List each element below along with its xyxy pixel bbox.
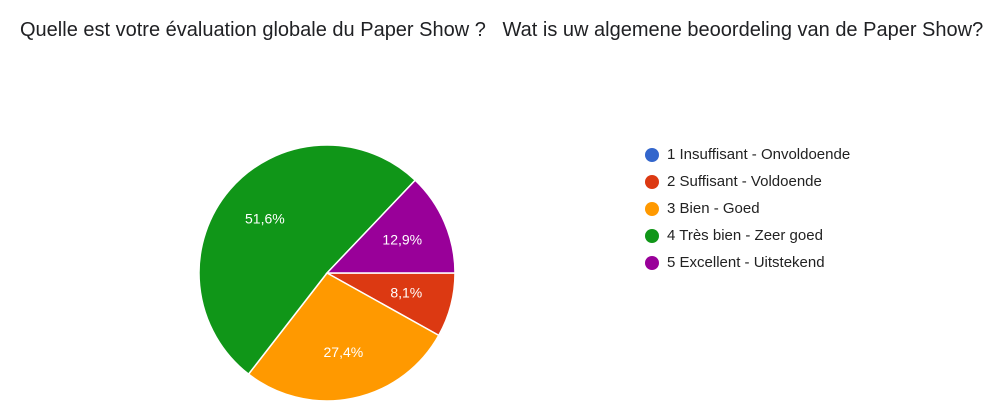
legend-label: 3 Bien - Goed (667, 200, 760, 217)
legend-swatch (645, 202, 659, 216)
slice-label: 27,4% (324, 344, 364, 360)
slice-label: 8,1% (390, 284, 422, 300)
legend-label: 1 Insuffisant - Onvoldoende (667, 146, 850, 163)
legend-swatch (645, 229, 659, 243)
pie-slice (198, 144, 417, 376)
slice-label: 12,9% (382, 231, 422, 247)
legend-label: 2 Suffisant - Voldoende (667, 173, 822, 190)
legend-label: 5 Excellent - Uitstekend (667, 254, 825, 271)
pie-slice (247, 272, 440, 402)
legend-label: 4 Très bien - Zeer goed (667, 227, 823, 244)
legend-swatch (645, 175, 659, 189)
chart-title: Quelle est votre évaluation globale du P… (20, 19, 984, 41)
pie-slice (325, 179, 456, 274)
legend-swatch (645, 148, 659, 162)
slice-label: 51,6% (245, 210, 285, 226)
legend-swatch (645, 256, 659, 270)
